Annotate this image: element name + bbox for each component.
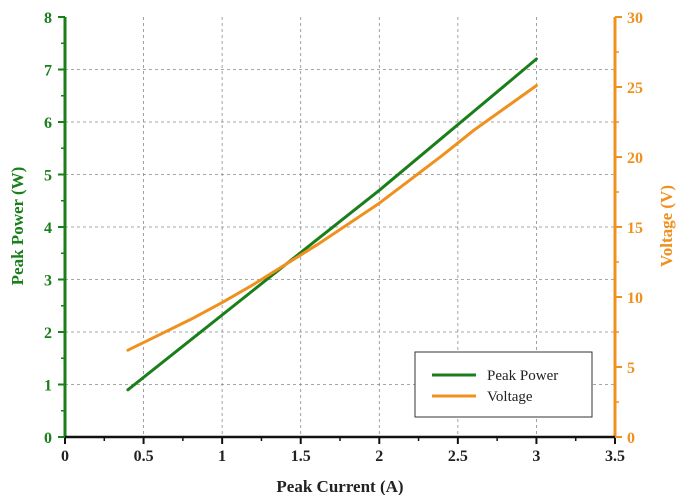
x-tick-label: 2.5 bbox=[448, 448, 468, 465]
series-line-voltage bbox=[126, 84, 538, 352]
y-left-tick-label: 7 bbox=[44, 63, 52, 80]
series-lines bbox=[126, 57, 538, 392]
y-right-tick-label: 20 bbox=[627, 150, 643, 167]
y-right-tick-label: 10 bbox=[627, 290, 643, 307]
legend-label-voltage: Voltage bbox=[487, 389, 533, 405]
x-tick-label: 0 bbox=[61, 448, 69, 465]
axes bbox=[58, 16, 622, 444]
y-right-tick-label: 15 bbox=[627, 220, 643, 237]
y-right-tick-label: 25 bbox=[627, 80, 643, 97]
series-line-peak-power bbox=[126, 57, 538, 392]
x-axis-title: Peak Current (A) bbox=[276, 477, 403, 495]
y-left-tick-label: 1 bbox=[44, 378, 52, 395]
y-right-tick-label: 0 bbox=[627, 430, 635, 447]
y-axis-right-title: Voltage (V) bbox=[657, 185, 676, 267]
y-right-tick-label: 5 bbox=[627, 360, 635, 377]
y-left-tick-label: 3 bbox=[44, 273, 52, 290]
y-left-tick-label: 5 bbox=[44, 168, 52, 185]
y-left-tick-label: 4 bbox=[44, 220, 52, 237]
y-left-tick-label: 6 bbox=[44, 115, 52, 132]
x-tick-label: 3.5 bbox=[605, 448, 625, 465]
x-tick-label: 2 bbox=[375, 448, 383, 465]
x-tick-label: 3 bbox=[532, 448, 540, 465]
x-tick-label: 1 bbox=[218, 448, 226, 465]
legend-box bbox=[414, 351, 593, 418]
legend-label-peak-power: Peak Power bbox=[487, 368, 558, 384]
y-right-tick-label: 30 bbox=[627, 10, 643, 27]
y-left-tick-label: 2 bbox=[44, 325, 52, 342]
y-axis-left-title: Peak Power (W) bbox=[8, 167, 27, 286]
x-tick-label: 0.5 bbox=[134, 448, 154, 465]
legend: Peak Power Voltage bbox=[414, 351, 593, 418]
y-left-tick-label: 8 bbox=[44, 10, 52, 27]
x-tick-label: 1.5 bbox=[291, 448, 311, 465]
y-left-tick-label: 0 bbox=[44, 430, 52, 447]
